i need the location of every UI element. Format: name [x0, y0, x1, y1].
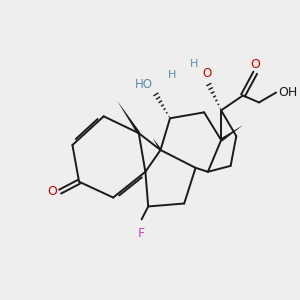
Text: H: H: [168, 70, 176, 80]
Polygon shape: [117, 100, 140, 134]
Text: O: O: [202, 67, 212, 80]
Text: OH: OH: [278, 86, 297, 99]
Text: H: H: [190, 59, 198, 69]
Text: HO: HO: [135, 78, 153, 91]
Polygon shape: [220, 125, 243, 142]
Text: O: O: [47, 185, 57, 198]
Text: O: O: [250, 58, 260, 71]
Polygon shape: [153, 138, 161, 151]
Text: F: F: [138, 227, 145, 240]
